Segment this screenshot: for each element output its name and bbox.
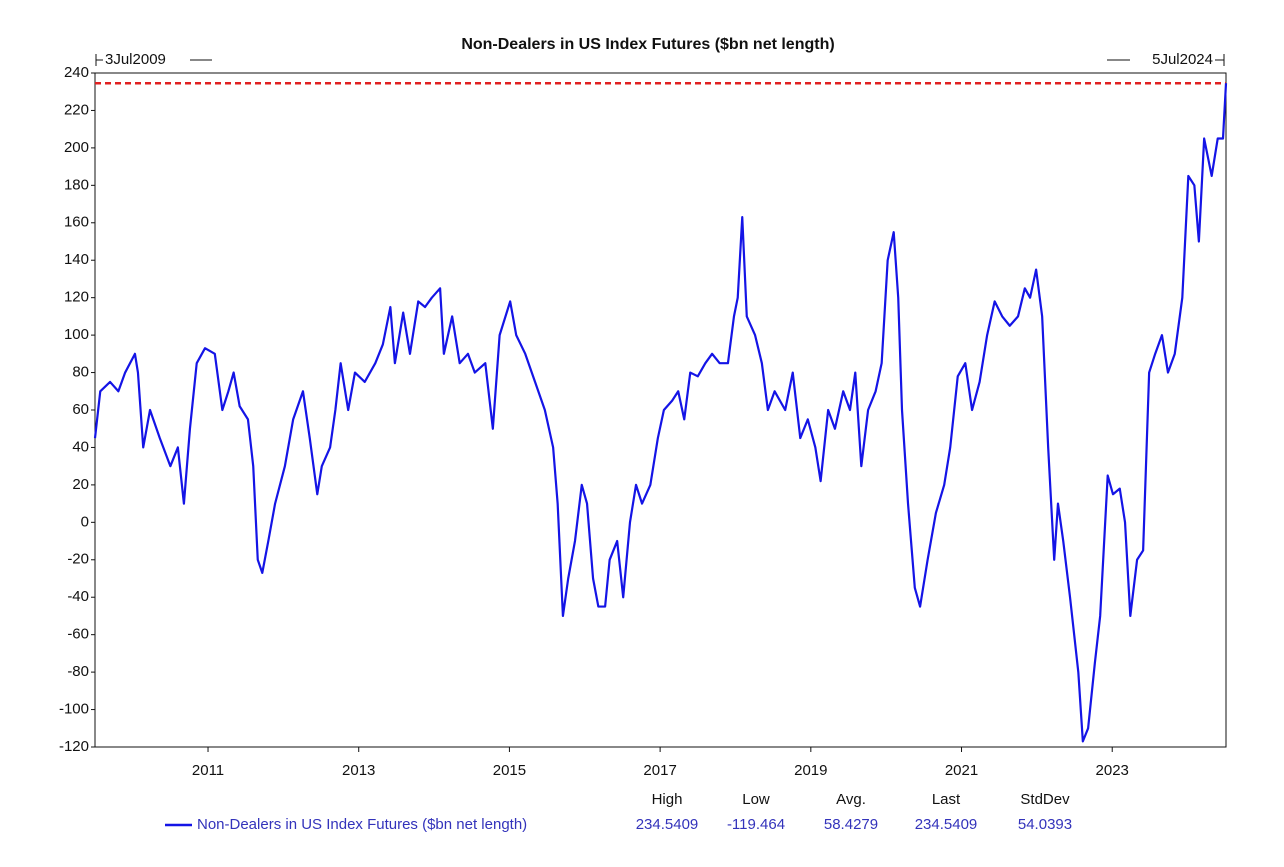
stat-value: 54.0393: [1018, 816, 1072, 833]
stat-header: High: [652, 791, 683, 808]
plot-frame: [94, 72, 1227, 748]
y-tick-label: 120: [64, 289, 89, 306]
stat-header: Avg.: [836, 791, 866, 808]
x-tick-label: 2021: [945, 762, 978, 779]
x-tick-label: 2011: [192, 762, 224, 779]
series-line: [93, 83, 1228, 743]
stat-value: 58.4279: [824, 816, 878, 833]
y-tick-label: 0: [81, 513, 89, 530]
date-brackets: [95, 54, 1225, 66]
y-tick-label: 200: [64, 139, 89, 156]
y-tick-label: -60: [67, 626, 89, 643]
y-tick-label: 220: [64, 101, 89, 118]
y-tick-label: 100: [64, 326, 89, 343]
stat-value: 234.5409: [636, 816, 699, 833]
y-tick-label: -20: [67, 551, 89, 568]
y-tick-label: 240: [64, 64, 89, 81]
y-tick-label: 60: [72, 401, 89, 418]
x-tick-label: 2015: [493, 762, 526, 779]
stat-header: Low: [742, 791, 770, 808]
x-tick-label: 2019: [794, 762, 827, 779]
x-tick-label: 2017: [643, 762, 676, 779]
chart-title: Non-Dealers in US Index Futures ($bn net…: [461, 36, 834, 53]
y-tick-label: 160: [64, 214, 89, 231]
y-tick-label: -100: [59, 701, 89, 718]
y-tick-label: 40: [72, 438, 89, 455]
x-tick-label: 2023: [1096, 762, 1129, 779]
legend-label: Non-Dealers in US Index Futures ($bn net…: [197, 816, 527, 833]
y-tick-label: -40: [67, 588, 89, 605]
y-tick-label: -120: [59, 738, 89, 755]
y-tick-label: 180: [64, 176, 89, 193]
stat-header: Last: [932, 791, 961, 808]
y-tick-label: -80: [67, 663, 89, 680]
end-date-label: 5Jul2024: [1152, 51, 1213, 68]
stat-value: 234.5409: [915, 816, 978, 833]
stat-value: -119.464: [727, 816, 785, 833]
y-tick-label: 20: [72, 476, 89, 493]
x-tick-label: 2013: [342, 762, 375, 779]
y-tick-label: 80: [72, 364, 89, 381]
y-tick-label: 140: [64, 251, 89, 268]
stat-header: StdDev: [1020, 791, 1070, 808]
start-date-label: 3Jul2009: [105, 51, 166, 68]
